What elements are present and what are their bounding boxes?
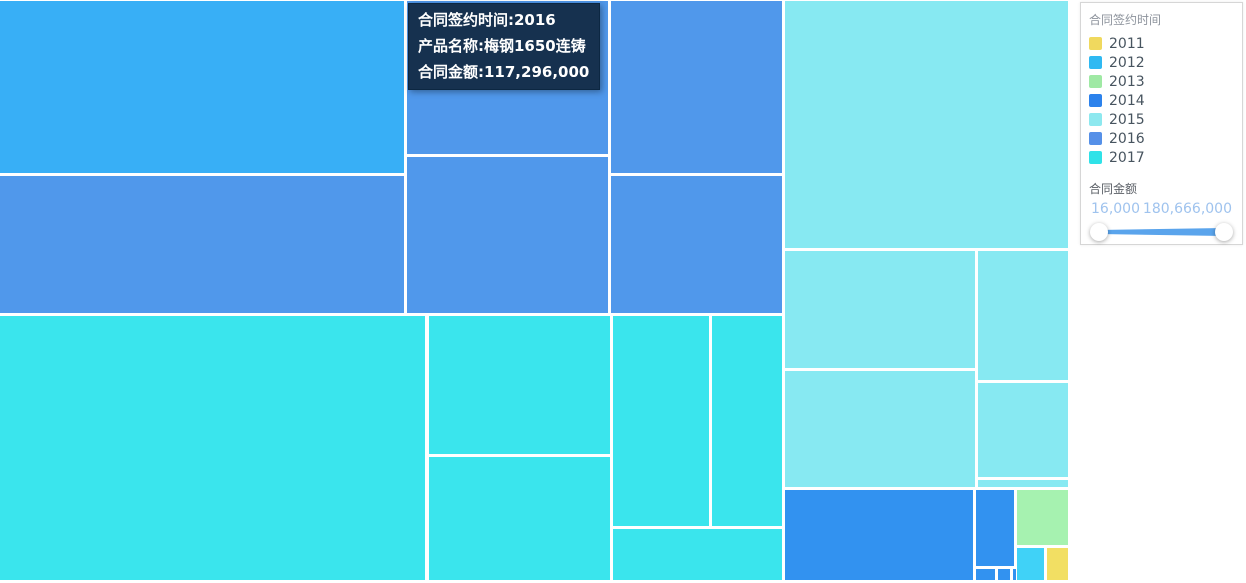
legend-panel: 合同签约时间 2011 2012 2013 2014 2015 2016 2017 合同金额… bbox=[1080, 2, 1243, 245]
legend-label: 2015 bbox=[1109, 111, 1145, 128]
tooltip-line-year: 合同签约时间:2016 bbox=[418, 11, 556, 29]
legend-items: 2011 2012 2013 2014 2015 2016 2017 bbox=[1089, 34, 1234, 167]
legend-label: 2013 bbox=[1109, 73, 1145, 90]
legend-swatch-2014 bbox=[1089, 94, 1102, 107]
legend-item-2014[interactable]: 2014 bbox=[1089, 91, 1234, 110]
legend-swatch-2012 bbox=[1089, 56, 1102, 69]
treemap-block-2016-d[interactable] bbox=[407, 157, 608, 313]
treemap-block-2014-z[interactable] bbox=[1013, 569, 1016, 580]
treemap-block-2012-a[interactable] bbox=[0, 1, 404, 173]
treemap-block-2016-b[interactable] bbox=[0, 176, 404, 313]
treemap-block-2013-u[interactable] bbox=[1017, 490, 1068, 545]
treemap-block-2016-f[interactable] bbox=[611, 176, 782, 313]
legend-swatch-2015 bbox=[1089, 113, 1102, 126]
treemap-block-2014-y[interactable] bbox=[998, 569, 1010, 580]
legend-swatch-2016 bbox=[1089, 132, 1102, 145]
legend-swatch-2013 bbox=[1089, 75, 1102, 88]
legend-item-2013[interactable]: 2013 bbox=[1089, 72, 1234, 91]
tooltip: 合同签约时间:2016 产品名称:梅钢1650连铸 合同金额:117,296,0… bbox=[408, 3, 601, 90]
amount-range-row: 16,000 180,666,000 bbox=[1091, 201, 1232, 217]
legend-item-2012[interactable]: 2012 bbox=[1089, 53, 1234, 72]
legend-label: 2016 bbox=[1109, 130, 1145, 147]
treemap-block-2017-j[interactable] bbox=[613, 316, 709, 526]
legend-title: 合同签约时间 bbox=[1089, 13, 1162, 27]
amount-min-label: 16,000 bbox=[1091, 201, 1140, 217]
treemap-block-2015-o[interactable] bbox=[978, 251, 1068, 380]
treemap-block-2017-l[interactable] bbox=[613, 529, 782, 580]
treemap-block-2014-x[interactable] bbox=[976, 569, 995, 580]
treemap-block-2017-g[interactable] bbox=[0, 316, 425, 580]
treemap-block-2015-m[interactable] bbox=[785, 1, 1068, 248]
legend-item-2015[interactable]: 2015 bbox=[1089, 110, 1234, 129]
treemap-block-2012-v[interactable] bbox=[1017, 548, 1044, 580]
treemap-block-2017-i[interactable] bbox=[429, 457, 610, 580]
legend-swatch-2011 bbox=[1089, 37, 1102, 50]
treemap-block-2015-q[interactable] bbox=[978, 383, 1068, 477]
treemap-block-2015-r[interactable] bbox=[978, 480, 1068, 487]
legend-label: 2014 bbox=[1109, 92, 1145, 109]
treemap-block-2014-s[interactable] bbox=[785, 490, 973, 580]
treemap-block-2017-k[interactable] bbox=[712, 316, 782, 526]
legend-item-2011[interactable]: 2011 bbox=[1089, 34, 1234, 53]
amount-slider[interactable] bbox=[1090, 221, 1233, 243]
tooltip-line-product: 产品名称:梅钢1650连铸 bbox=[418, 37, 586, 55]
treemap-block-2015-p[interactable] bbox=[785, 371, 975, 487]
legend-label: 2011 bbox=[1109, 35, 1145, 52]
legend-label: 2017 bbox=[1109, 149, 1145, 166]
tooltip-line-amount: 合同金额:117,296,000 bbox=[418, 63, 590, 81]
treemap-block-2015-n[interactable] bbox=[785, 251, 975, 368]
treemap-block-2016-e[interactable] bbox=[611, 1, 782, 173]
legend-item-2016[interactable]: 2016 bbox=[1089, 129, 1234, 148]
treemap-block-2014-t[interactable] bbox=[976, 490, 1014, 566]
legend-swatch-2017 bbox=[1089, 151, 1102, 164]
treemap: 合同签约时间:2016 产品名称:梅钢1650连铸 合同金额:117,296,0… bbox=[0, 1, 1068, 580]
slider-handle-right[interactable] bbox=[1215, 223, 1233, 241]
legend-label: 2012 bbox=[1109, 54, 1145, 71]
amount-max-label: 180,666,000 bbox=[1142, 201, 1232, 217]
treemap-block-2017-h[interactable] bbox=[429, 316, 610, 454]
amount-title: 合同金额 bbox=[1089, 182, 1138, 196]
slider-track bbox=[1099, 228, 1224, 236]
slider-handle-left[interactable] bbox=[1090, 223, 1108, 241]
treemap-block-2011-w[interactable] bbox=[1047, 548, 1068, 580]
legend-item-2017[interactable]: 2017 bbox=[1089, 148, 1234, 167]
